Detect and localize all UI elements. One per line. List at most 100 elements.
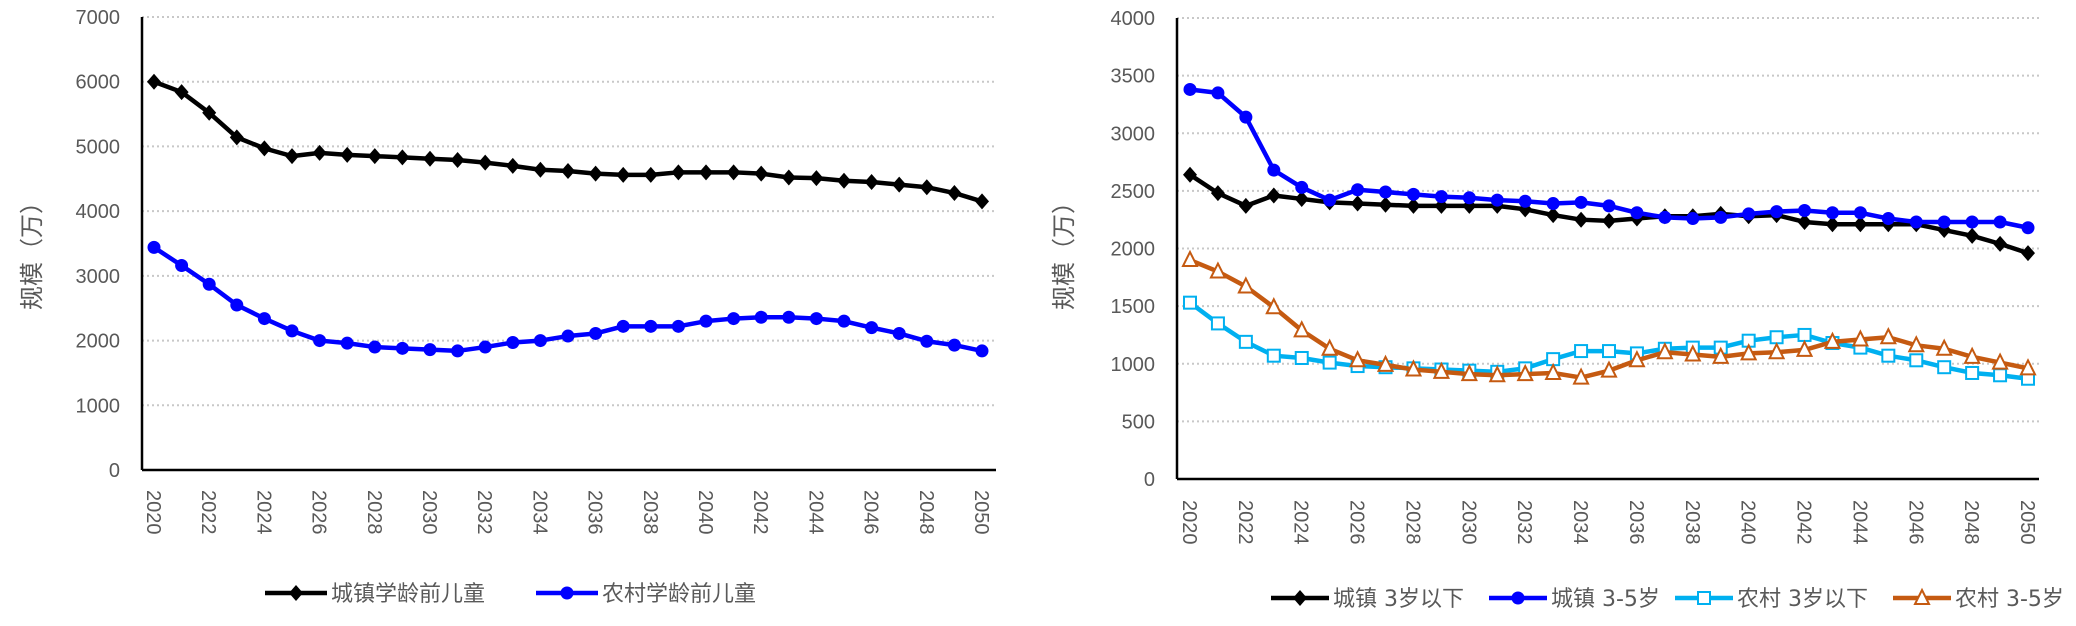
data-point: [1714, 210, 1728, 224]
series-line: [153, 79, 983, 204]
legend-label: 城镇学龄前儿童: [331, 582, 485, 607]
data-point: [809, 312, 823, 326]
x-tick-label: 2024: [1290, 500, 1312, 545]
data-point: [837, 172, 851, 189]
data-point: [1348, 350, 1367, 368]
data-point: [1376, 354, 1395, 372]
data-point: [1265, 297, 1283, 315]
data-point: [1404, 359, 1423, 377]
x-tick-label: 2036: [584, 490, 606, 535]
data-point: [147, 73, 161, 90]
y-tick-label: 6000: [76, 72, 121, 94]
data-point: [367, 148, 382, 165]
legend-label: 城镇 3岁以下: [1333, 587, 1464, 612]
data-point: [1993, 215, 2007, 229]
data-point: [1965, 215, 1979, 229]
data-point: [1210, 316, 1225, 331]
y-axis-label: 规模（万）: [1050, 190, 1078, 310]
chart-1: 0 1000 2000 3000 4000 5000 6000 7000 规模（万） 2020 20…: [18, 7, 996, 607]
data-point: [340, 146, 355, 163]
data-point: [1823, 331, 1842, 349]
data-point: [1379, 185, 1393, 199]
legend-label: 城镇 3-5岁: [1551, 587, 1660, 612]
legend-label: 农村 3岁以下: [1737, 587, 1868, 612]
data-point: [478, 154, 493, 171]
data-point: [616, 166, 631, 183]
data-point: [864, 174, 879, 191]
x-tick-label: 2044: [1848, 500, 1870, 545]
data-point: [1267, 163, 1281, 177]
legend-marker: [560, 586, 574, 600]
data-point: [1658, 210, 1672, 224]
data-point: [1323, 193, 1337, 207]
data-point: [1937, 360, 1952, 375]
x-tick-label: 2034: [1569, 500, 1591, 545]
legend-marker: [289, 585, 303, 601]
data-point: [1574, 195, 1588, 209]
data-point: [699, 164, 713, 181]
data-point: [1490, 193, 1504, 207]
data-point: [1881, 348, 1896, 363]
data-point: [1991, 352, 2009, 370]
data-point: [1294, 350, 1309, 365]
data-point: [1853, 206, 1867, 220]
y-tick-label: 0: [109, 460, 120, 482]
x-tick-label: 2044: [804, 490, 826, 535]
data-point: [1238, 197, 1253, 214]
data-point: [1795, 339, 1814, 357]
data-point: [1321, 338, 1339, 356]
data-point: [1293, 320, 1311, 338]
y-tick-label: 1000: [1111, 354, 1156, 376]
data-point: [175, 259, 189, 273]
legend-marker: [1293, 590, 1307, 606]
x-tick-label: 2028: [363, 490, 385, 535]
data-point: [837, 314, 851, 328]
data-point: [174, 84, 189, 101]
data-point: [1572, 367, 1590, 385]
data-point: [450, 152, 465, 169]
data-point: [1770, 205, 1784, 219]
data-point: [726, 164, 741, 181]
data-point: [1600, 360, 1618, 378]
data-point: [754, 165, 769, 182]
series-1: [1183, 166, 2035, 262]
legend-item: 城镇 3-5岁: [1489, 587, 1660, 612]
data-point: [1295, 180, 1309, 194]
data-point: [699, 314, 713, 328]
x-tick-label: 2032: [1513, 500, 1535, 545]
data-point: [1881, 212, 1895, 226]
data-point: [2021, 245, 2035, 262]
y-axis-label: 规模（万）: [18, 190, 46, 310]
legend-marker: [1913, 587, 1931, 605]
data-point: [1798, 203, 1812, 217]
x-tick-label: 2022: [197, 490, 219, 535]
data-point: [1825, 206, 1839, 220]
data-point: [1460, 363, 1478, 382]
y-tick-label: 1500: [1111, 296, 1156, 318]
y-tick-label: 5000: [76, 136, 121, 158]
x-tick-label: 2050: [2016, 500, 2038, 545]
legend-item: 农村 3岁以下: [1675, 587, 1868, 612]
data-point: [1993, 368, 2008, 383]
data-point: [643, 166, 658, 183]
x-tick-label: 2032: [473, 490, 495, 535]
y-tick-label: 3000: [76, 266, 121, 288]
data-point: [1574, 211, 1589, 228]
data-point: [588, 165, 603, 182]
data-point: [1935, 338, 1953, 356]
y-tick-label: 4000: [76, 201, 121, 223]
y-tick-label: 2000: [76, 331, 121, 353]
data-point: [1266, 348, 1281, 363]
data-point: [1294, 190, 1309, 207]
legend-item: 城镇 3岁以下: [1271, 587, 1464, 612]
y-tick-label: 2000: [1111, 239, 1156, 261]
data-point: [1993, 235, 2008, 252]
data-point: [782, 310, 796, 324]
data-point: [285, 148, 299, 165]
x-tick-label: 2030: [1457, 500, 1479, 545]
data-point: [1239, 110, 1253, 124]
legend-item: 农村学龄前儿童: [536, 582, 756, 607]
data-point: [1965, 227, 1980, 244]
data-point: [285, 324, 299, 338]
series-2: [1183, 82, 2035, 235]
